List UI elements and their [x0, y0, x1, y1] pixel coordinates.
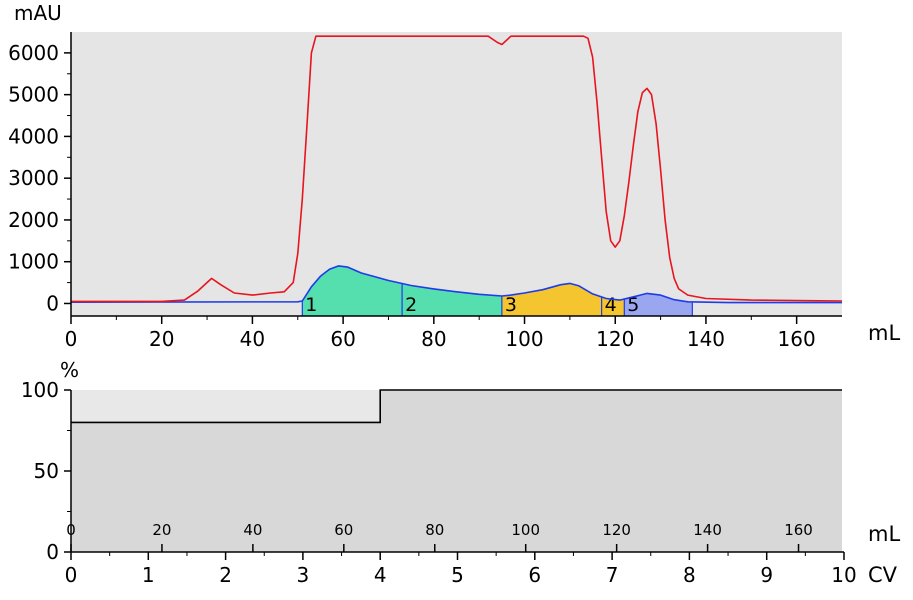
- y-tick-label: 3000: [8, 166, 59, 190]
- y-tick-label: 100: [21, 378, 59, 402]
- cv-tick-label: 10: [831, 563, 856, 587]
- cv-tick-label: 3: [297, 563, 310, 587]
- cv-tick-label: 1: [142, 563, 155, 587]
- cv-tick-label: 5: [451, 563, 464, 587]
- ml-tick-label: 100: [511, 521, 540, 539]
- gradient-y-axis-label: %: [60, 358, 79, 382]
- y-tick-label: 50: [34, 459, 59, 483]
- x-tick-label: 0: [65, 327, 78, 351]
- y-tick-label: 2000: [8, 208, 59, 232]
- gradient-series: [71, 389, 842, 424]
- uv-trace-blue: [70, 265, 842, 304]
- cv-tick-label: 0: [65, 563, 78, 587]
- cv-tick-label: 8: [683, 563, 696, 587]
- fraction-area-2: [402, 283, 502, 316]
- x-tick-label: 100: [505, 327, 543, 351]
- fraction-label: 2: [405, 294, 417, 316]
- x-tick-label: 140: [687, 327, 725, 351]
- uv-y-axis-label: mAU: [14, 1, 62, 25]
- ml-tick-label: 120: [602, 521, 631, 539]
- gradient-cv-axis-label: CV: [868, 563, 898, 587]
- y-tick-label: 0: [46, 291, 59, 315]
- fraction-label: 4: [605, 294, 617, 316]
- gradient-ml-axis-label: mL: [868, 522, 900, 546]
- cv-tick-label: 4: [374, 563, 387, 587]
- uv-trace-red: [71, 35, 843, 303]
- x-tick-label: 40: [240, 327, 265, 351]
- cv-tick-label: 6: [528, 563, 541, 587]
- ml-tick-label: 160: [784, 521, 813, 539]
- y-tick-label: 0: [46, 540, 59, 564]
- uv-plot-area: [71, 32, 842, 316]
- y-tick-label: 1000: [8, 250, 59, 274]
- ml-tick-label: 40: [243, 521, 262, 539]
- ml-tick-label: 0: [66, 521, 76, 539]
- fraction-label: 5: [627, 294, 639, 316]
- x-tick-label: 120: [596, 327, 634, 351]
- x-tick-label: 60: [330, 327, 355, 351]
- y-tick-label: 4000: [8, 124, 59, 148]
- fraction-area-4: [601, 296, 625, 316]
- fraction-area-5: [624, 293, 693, 316]
- x-tick-label: 80: [421, 327, 446, 351]
- cv-tick-label: 2: [219, 563, 232, 587]
- cv-tick-label: 9: [760, 563, 773, 587]
- y-tick-label: 5000: [8, 83, 59, 107]
- gradient-fill: [71, 390, 844, 552]
- fraction-label: 3: [505, 294, 517, 316]
- uv-x-axis-label: mL: [868, 321, 900, 345]
- fraction-label: 1: [305, 294, 317, 316]
- gradient-trace: [71, 389, 842, 424]
- x-tick-label: 160: [778, 327, 816, 351]
- x-tick-label: 20: [149, 327, 174, 351]
- ml-tick-label: 60: [334, 521, 353, 539]
- ml-tick-label: 80: [425, 521, 444, 539]
- ml-tick-label: 20: [152, 521, 171, 539]
- fraction-area-1: [302, 265, 403, 316]
- cv-tick-label: 7: [606, 563, 619, 587]
- uv-axes: 0 1000 2000 3000 4000 5000 6000 0 20 40 60 80 100 120…: [8, 32, 842, 351]
- y-tick-label: 6000: [8, 41, 59, 65]
- fraction-area-3: [501, 283, 602, 316]
- uv-series: [70, 35, 843, 304]
- ml-tick-label: 140: [693, 521, 722, 539]
